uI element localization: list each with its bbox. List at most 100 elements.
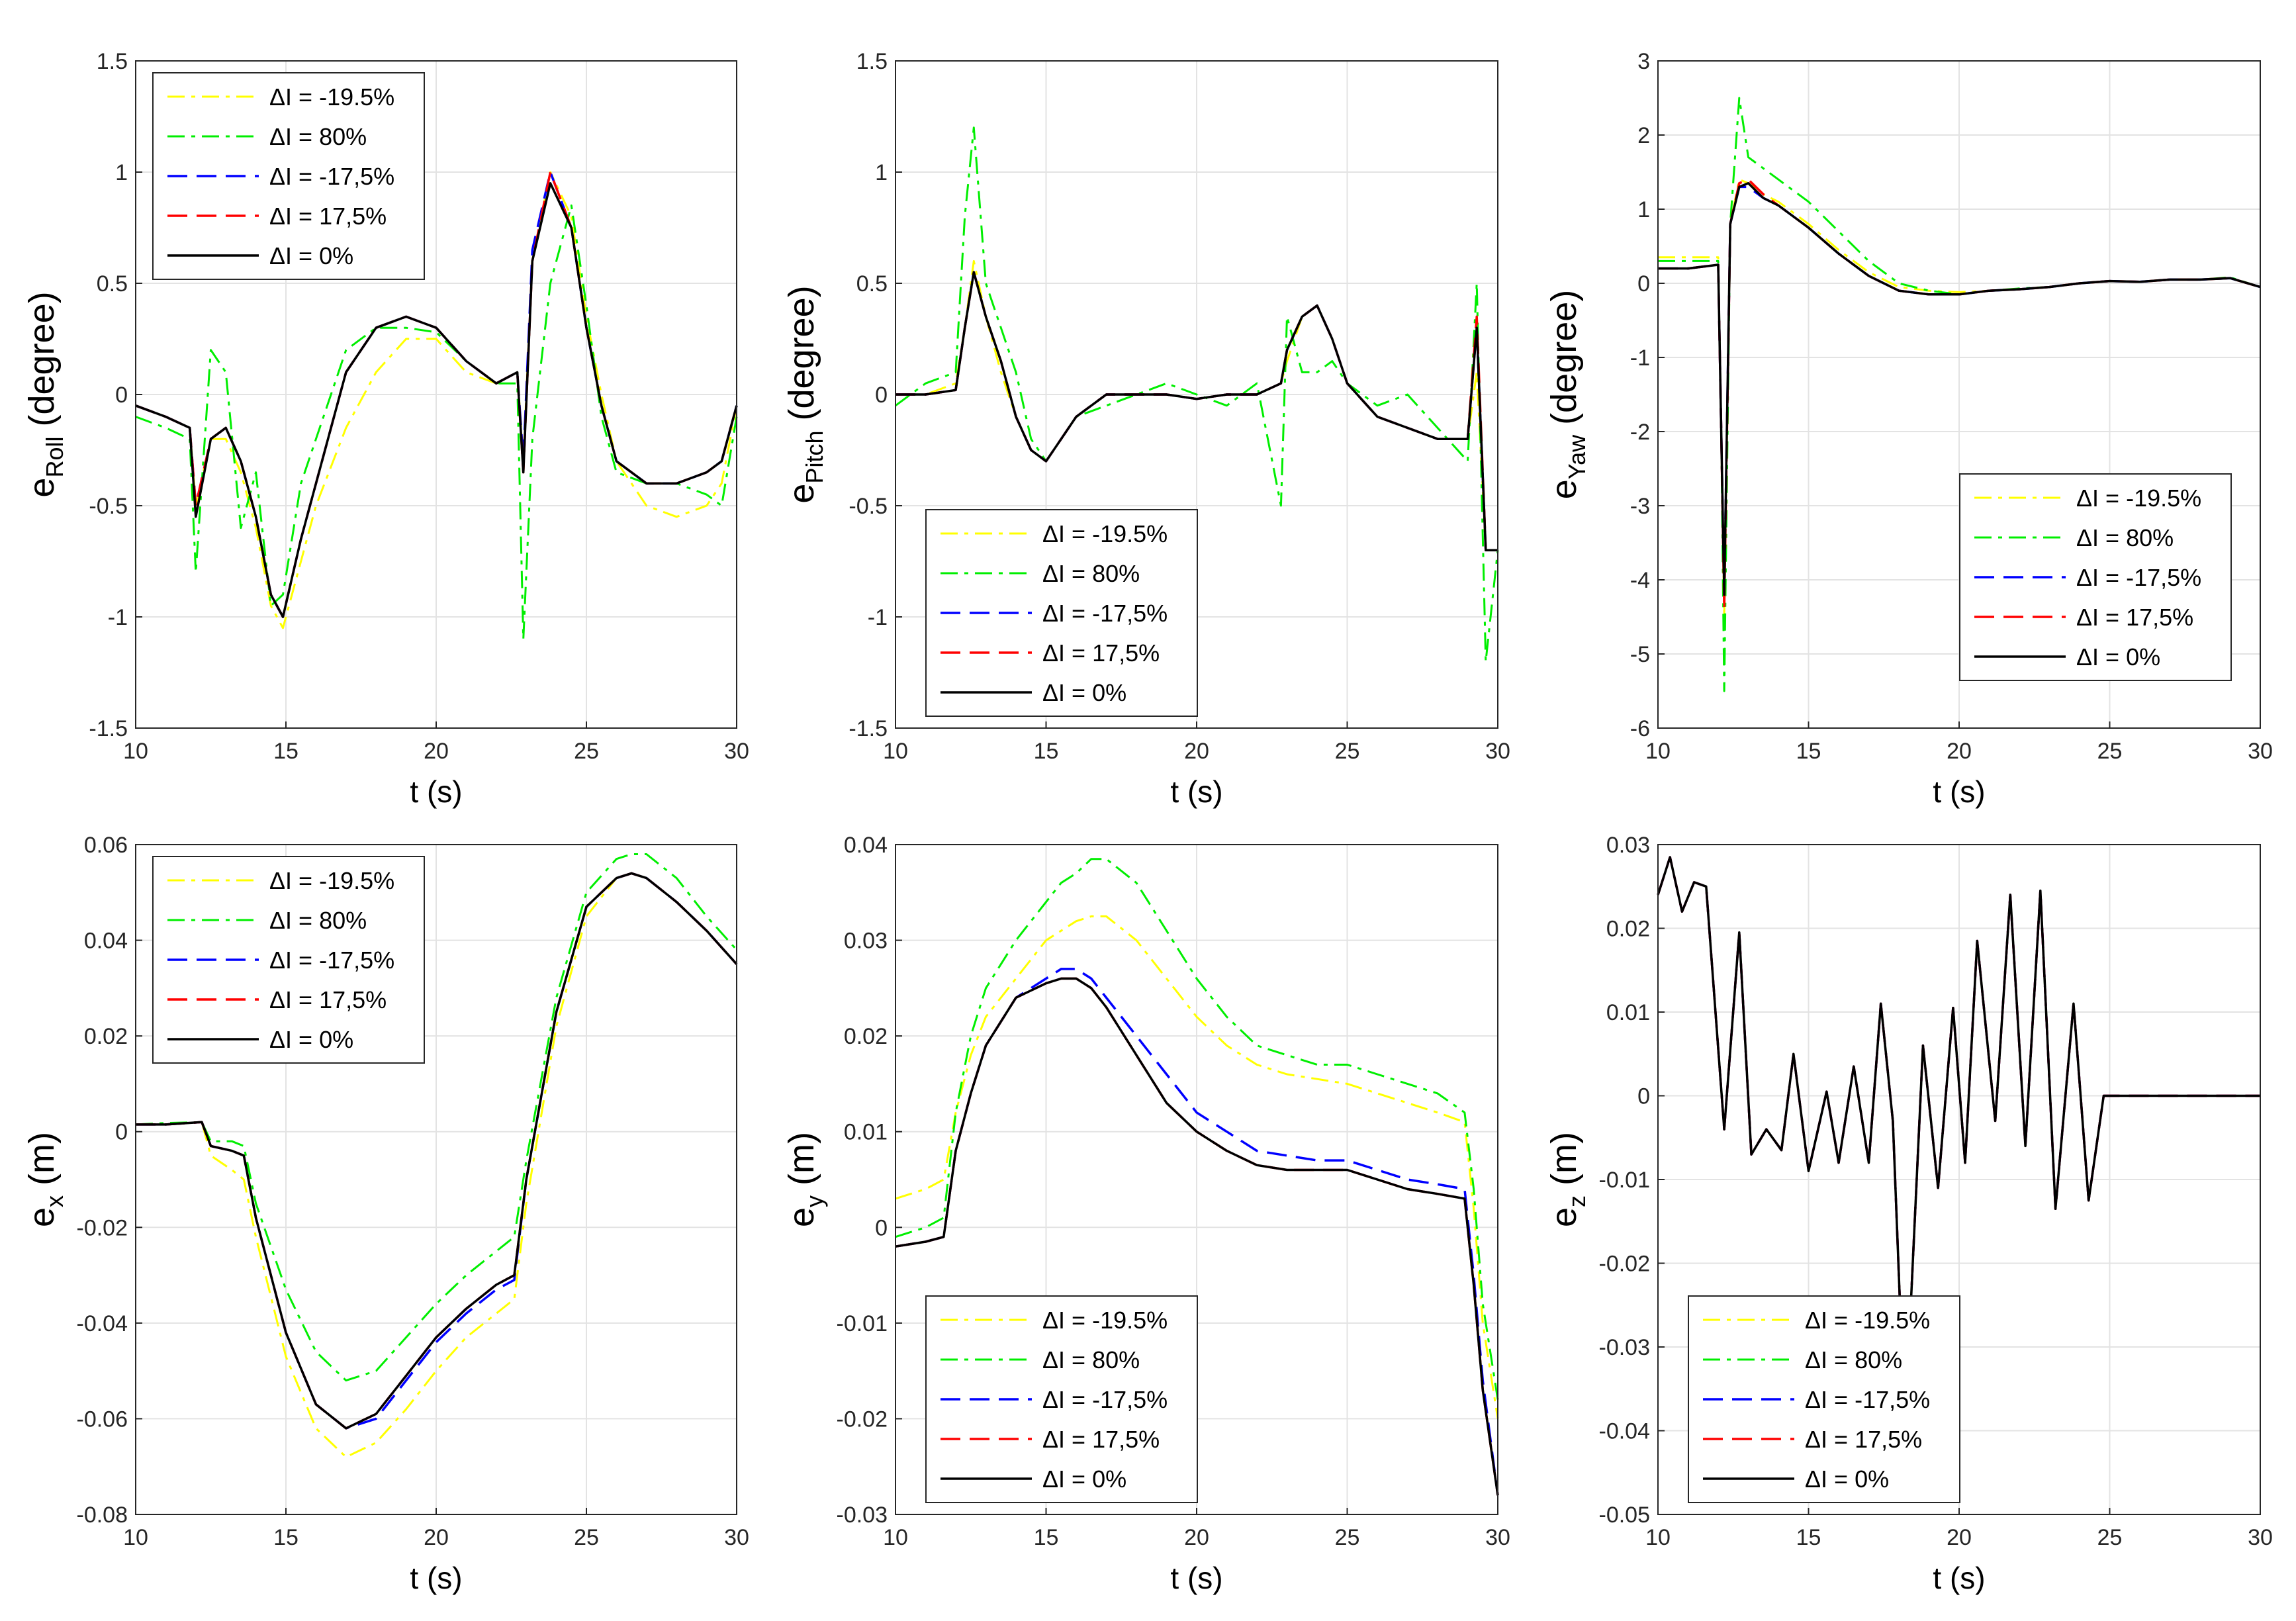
legend-label: ΔI = -17,5%	[269, 163, 394, 190]
y-tick-label: -0.01	[837, 1311, 888, 1336]
y-tick-label: 0	[115, 1120, 128, 1145]
axes-box	[1657, 844, 2261, 1515]
y-tick-label: 1	[875, 160, 888, 185]
legend-label: ΔI = 17,5%	[2076, 604, 2193, 631]
y-tick-label: -0.02	[1599, 1252, 1651, 1277]
y-label-main: e	[1544, 479, 1584, 499]
y-tick-label: -5	[1630, 642, 1650, 667]
legend-label: ΔI = -19.5%	[269, 867, 394, 894]
x-tick-label: 10	[1645, 1525, 1671, 1550]
x-axis-label: t (s)	[410, 774, 462, 809]
y-tick-label: 0.02	[1606, 917, 1650, 942]
x-axis-label: t (s)	[1933, 1561, 1985, 1595]
y-tick-label: -4	[1630, 568, 1650, 593]
y-axis-label: ey (m)	[782, 1132, 828, 1227]
y-tick-label: 1.5	[856, 49, 888, 74]
x-tick-label: 15	[273, 739, 298, 764]
x-tick-label: 10	[883, 1525, 908, 1550]
series-line	[1657, 856, 2260, 1432]
y-tick-label: -0.02	[837, 1407, 888, 1432]
y-tick-label: -0.06	[77, 1407, 128, 1432]
y-label-main: e	[1544, 1207, 1584, 1227]
y-tick-label: 2	[1637, 123, 1650, 148]
y-label-main: e	[22, 1207, 62, 1227]
y-label-subscript: Yaw	[1563, 434, 1590, 479]
chart-ez: 10 15 20 25 30 -0.05 -0.04 -0.03 -0.02 -0.01 0 0.01…	[1544, 833, 2273, 1595]
series-line	[135, 171, 738, 629]
x-tick-label: 15	[273, 1525, 298, 1550]
axes-box	[135, 60, 737, 729]
y-tick-label: -1.5	[89, 716, 128, 741]
legend-label: ΔI = 80%	[2076, 524, 2174, 551]
legend-label: ΔI = -19.5%	[1042, 520, 1168, 547]
x-tick-label: 15	[1034, 1525, 1059, 1550]
y-tick-label: -2	[1630, 420, 1650, 445]
y-label-subscript: Roll	[41, 437, 68, 478]
y-axis-label: ex (m)	[22, 1132, 68, 1227]
axes-box	[895, 844, 1498, 1515]
series-line	[895, 126, 1499, 663]
y-tick-label: 0.5	[97, 271, 128, 297]
x-tick-label: 15	[1796, 739, 1821, 764]
y-label-subscript: y	[801, 1195, 828, 1207]
legend: ΔI = -19.5% ΔI = 80% ΔI = -17,5% ΔI = 17,5%…	[1688, 1295, 1960, 1503]
chart-pitch: 10 15 20 25 30 -1.5 -1 -0.5 0 0.5 1 1.5 t (s) ePitch …	[782, 49, 1510, 809]
legend-label: ΔI = 17,5%	[1042, 1426, 1160, 1453]
legend-label: ΔI = 0%	[2076, 643, 2160, 671]
x-tick-label: 10	[1645, 739, 1671, 764]
legend: ΔI = -19.5% ΔI = 80% ΔI = -17,5% ΔI = 17,5%…	[152, 72, 425, 280]
y-tick-label: -6	[1630, 716, 1650, 741]
y-tick-label: 0	[875, 383, 888, 408]
axes-box	[135, 844, 737, 1515]
legend-label: ΔI = 17,5%	[1042, 639, 1160, 667]
x-axis-label: t (s)	[1170, 774, 1222, 809]
y-tick-label: -1	[868, 605, 888, 630]
y-tick-label: -0.05	[1599, 1503, 1651, 1528]
y-tick-label: -0.02	[77, 1215, 128, 1240]
y-tick-label: -0.03	[837, 1503, 888, 1528]
y-tick-label: 1.5	[97, 49, 128, 74]
legend-label: ΔI = 80%	[269, 123, 367, 150]
chart-ey: 10 15 20 25 30 -0.03 -0.02 -0.01 0 0.01 0.02 0.03 0.…	[782, 833, 1510, 1595]
series-line	[895, 977, 1499, 1496]
legend-label: ΔI = 0%	[1042, 1465, 1126, 1493]
legend-label: ΔI = -19.5%	[1805, 1307, 1930, 1334]
legend-label: ΔI = -17,5%	[1042, 1386, 1168, 1413]
y-tick-label: 0	[115, 383, 128, 408]
y-label-unit: (degree)	[1544, 290, 1584, 435]
y-tick-label: 0.5	[856, 271, 888, 297]
legend-label: ΔI = 80%	[1805, 1346, 1902, 1373]
y-tick-label: 3	[1637, 49, 1650, 74]
y-label-subscript: z	[1563, 1195, 1590, 1207]
y-label-unit: (m)	[1544, 1132, 1584, 1195]
y-label-unit: (degree)	[22, 291, 62, 436]
x-axis-label: t (s)	[1933, 774, 1985, 809]
series-line	[895, 271, 1498, 551]
legend-label: ΔI = 17,5%	[269, 203, 387, 230]
chart-ex: 10 15 20 25 30 -0.08 -0.06 -0.04 -0.02 0 0.02 0.04 0…	[22, 833, 749, 1595]
y-tick-label: 0.01	[1606, 1000, 1650, 1025]
y-axis-label: eRoll (degree)	[22, 291, 68, 497]
y-tick-label: -1	[1630, 346, 1650, 371]
y-tick-label: 0.01	[844, 1120, 888, 1145]
x-tick-label: 30	[2248, 739, 2273, 764]
legend-label: ΔI = -19.5%	[269, 83, 394, 111]
x-tick-label: 10	[123, 1525, 148, 1550]
y-axis-label: eYaw (degree)	[1544, 290, 1590, 500]
x-tick-label: 20	[424, 739, 449, 764]
y-tick-label: 0.03	[1606, 833, 1650, 858]
legend-label: ΔI = 80%	[1042, 1346, 1140, 1373]
x-tick-label: 10	[123, 739, 148, 764]
y-label-main: e	[22, 478, 62, 498]
y-tick-label: 0	[1637, 1084, 1650, 1109]
y-label-unit: (m)	[782, 1132, 821, 1195]
axes-box	[1657, 60, 2261, 729]
y-tick-label: -0.01	[1599, 1168, 1651, 1193]
y-tick-label: -1.5	[849, 716, 888, 741]
axes-box	[895, 60, 1498, 729]
y-tick-label: 0.04	[84, 929, 128, 954]
series-line	[1658, 97, 2261, 692]
x-tick-label: 30	[2248, 1525, 2273, 1550]
y-label-main: e	[782, 1207, 821, 1227]
